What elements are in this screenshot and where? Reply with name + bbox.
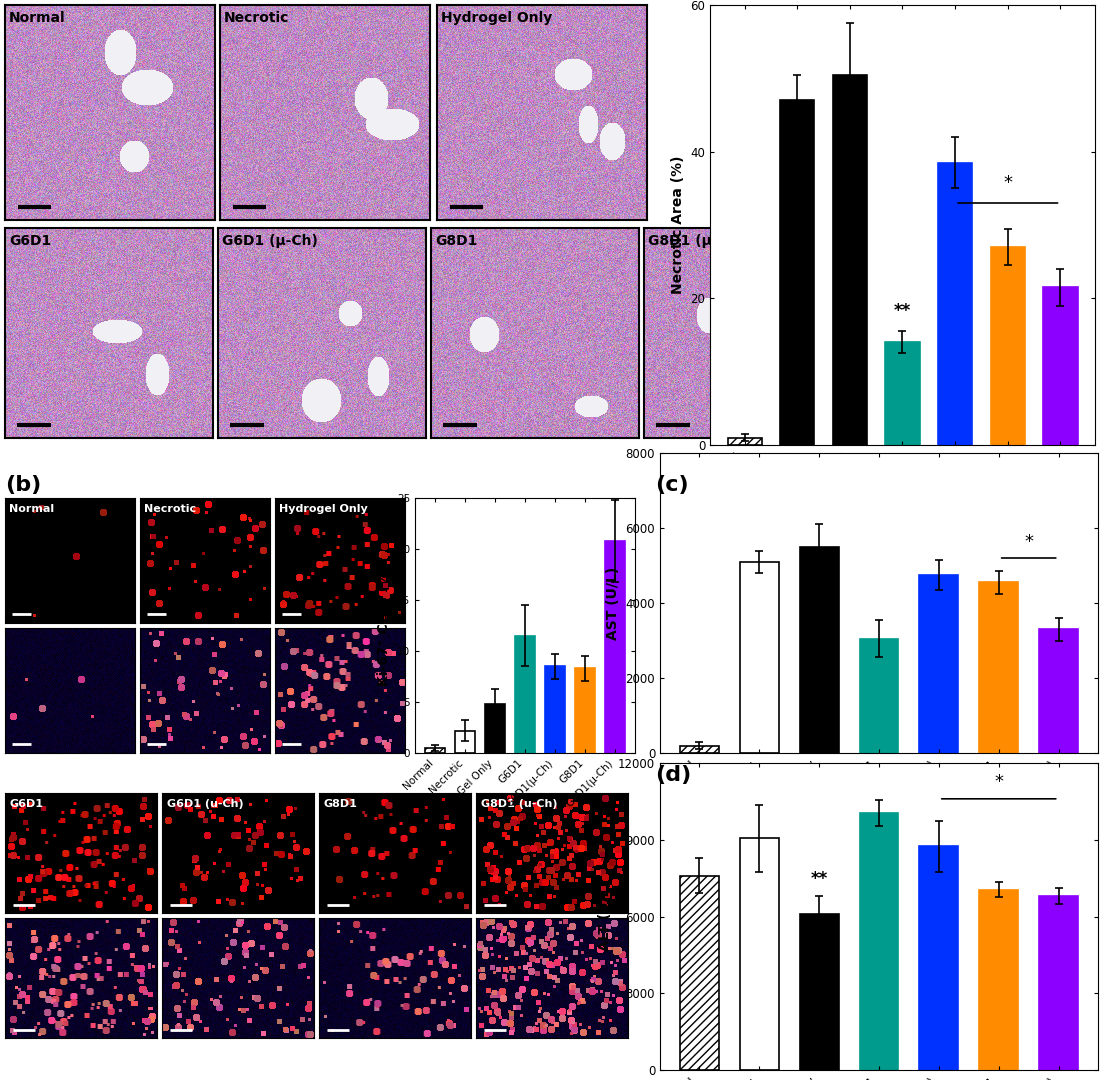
Text: *: *: [994, 773, 1003, 792]
Text: G8D1: G8D1: [324, 799, 357, 809]
Text: Hydrogel Only: Hydrogel Only: [278, 504, 368, 514]
Text: (d): (d): [655, 765, 692, 785]
Text: Normal: Normal: [9, 12, 66, 26]
Bar: [833, 75, 867, 445]
Bar: [425, 747, 444, 753]
Text: G8D1: G8D1: [435, 234, 477, 248]
Bar: [680, 876, 719, 1070]
Bar: [1043, 287, 1077, 445]
Bar: [919, 575, 958, 753]
Text: **: **: [810, 870, 828, 889]
Y-axis label: Ki-67⁺ Cells (%): Ki-67⁺ Cells (%): [377, 565, 391, 686]
Text: Normal: Normal: [9, 504, 54, 514]
Text: Necrotic: Necrotic: [144, 504, 196, 514]
Text: **: **: [894, 302, 912, 321]
Bar: [800, 914, 839, 1070]
Bar: [780, 100, 814, 445]
Text: (c): (c): [655, 475, 688, 496]
Text: G6D1: G6D1: [9, 234, 52, 248]
Y-axis label: Necrotic Area (%): Necrotic Area (%): [671, 156, 685, 294]
Y-axis label: ALT (U/L): ALT (U/L): [599, 881, 612, 951]
Bar: [1039, 896, 1078, 1070]
Text: G8D1 (u-Ch): G8D1 (u-Ch): [481, 799, 557, 809]
Bar: [739, 562, 779, 753]
Bar: [515, 636, 535, 753]
Text: *: *: [1003, 174, 1012, 192]
Bar: [576, 669, 594, 753]
Bar: [979, 582, 1018, 753]
Text: Hydrogel Only: Hydrogel Only: [441, 12, 552, 26]
Text: *: *: [1024, 532, 1033, 551]
Bar: [991, 247, 1024, 445]
Bar: [938, 163, 972, 445]
Bar: [860, 813, 898, 1070]
Text: Necrotic: Necrotic: [224, 12, 290, 26]
Bar: [485, 704, 505, 753]
Y-axis label: AST (U/L): AST (U/L): [606, 566, 620, 639]
Bar: [545, 666, 565, 753]
Text: (b): (b): [6, 475, 42, 496]
Bar: [680, 745, 719, 753]
Bar: [919, 846, 958, 1070]
Text: G6D1 (u-Ch): G6D1 (u-Ch): [167, 799, 243, 809]
Bar: [455, 730, 475, 753]
Text: G6D1: G6D1: [10, 799, 43, 809]
Bar: [739, 838, 779, 1070]
Bar: [800, 546, 839, 753]
Bar: [860, 638, 898, 753]
Bar: [1039, 630, 1078, 753]
Bar: [885, 342, 919, 445]
Text: G6D1 (μ-Ch): G6D1 (μ-Ch): [222, 234, 318, 248]
Bar: [979, 890, 1018, 1070]
Bar: [606, 541, 625, 753]
Bar: [727, 437, 761, 445]
Text: G8D1 (μ-Ch): G8D1 (μ-Ch): [649, 234, 744, 248]
